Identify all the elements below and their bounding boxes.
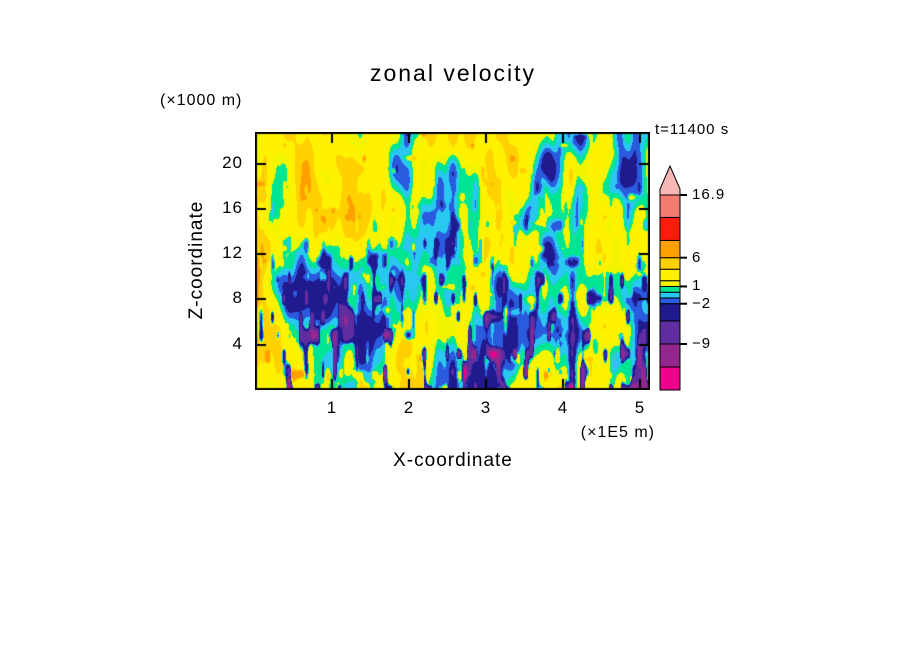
- y-tick-label: 16: [222, 197, 243, 217]
- colorbar-tick-label: 16.9: [692, 186, 726, 203]
- colorbar-segment: [659, 194, 681, 218]
- x-axis-unit-label: (×1E5 m): [580, 424, 655, 441]
- colorbar-tick: [680, 342, 687, 345]
- colorbar-segment: [659, 216, 681, 241]
- colorbar-segment: [659, 285, 681, 293]
- colorbar-tick: [680, 285, 687, 288]
- colorbar-segment: [659, 239, 681, 259]
- plot-title: zonal velocity: [369, 60, 537, 86]
- colorbar-tick: [680, 302, 687, 305]
- colorbar-segment: [659, 320, 681, 345]
- x-tick-label: 1: [326, 398, 338, 417]
- colorbar-tick: [680, 256, 687, 259]
- x-axis-title: X-coordinate: [393, 450, 513, 471]
- colorbar-segment: [659, 268, 681, 282]
- time-annotation: t=11400 s: [655, 121, 730, 138]
- y-axis-unit-label: (×1000 m): [160, 92, 243, 109]
- x-tick-label: 5: [634, 398, 646, 417]
- colorbar-segment: [659, 280, 681, 287]
- y-tick-label: 20: [222, 152, 243, 172]
- x-tick-label: 4: [557, 398, 569, 417]
- colorbar-segment: [659, 366, 681, 391]
- colorbar-segment: [659, 297, 681, 305]
- y-tick-label: 4: [232, 333, 243, 353]
- colorbar-arrow-cap: [659, 164, 681, 196]
- colorbar: [659, 164, 687, 391]
- colorbar-segment: [659, 291, 681, 299]
- x-tick-label: 2: [403, 398, 415, 417]
- colorbar-tick-label: 1: [692, 277, 702, 295]
- colorbar-segment: [659, 303, 681, 322]
- colorbar-tick-label: −2: [692, 294, 712, 312]
- colorbar-segment: [659, 257, 681, 270]
- x-tick-label: 3: [480, 398, 492, 417]
- y-tick-label: 12: [222, 243, 243, 263]
- y-tick-label: 8: [232, 288, 243, 308]
- colorbar-segment: [659, 343, 681, 368]
- colorbar-tick: [680, 194, 687, 196]
- colorbar-tick-label: −9: [692, 334, 712, 352]
- contour-field-canvas: [255, 132, 650, 390]
- colorbar-tick-label: 6: [692, 248, 702, 266]
